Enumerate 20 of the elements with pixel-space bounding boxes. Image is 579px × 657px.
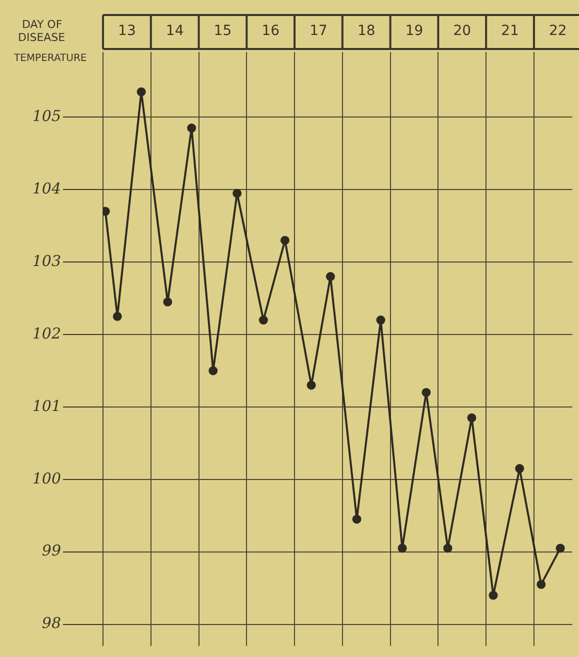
x-tick-label: 13 xyxy=(118,23,136,40)
y-axis-title: TEMPERATURE xyxy=(13,53,87,64)
y-tick-label: 104 xyxy=(32,180,61,198)
x-tick-label: 21 xyxy=(501,23,519,40)
y-tick-label: 102 xyxy=(32,324,61,342)
x-tick-label: 20 xyxy=(453,23,472,40)
y-tick-label: 98 xyxy=(42,614,61,632)
y-tick-label: 100 xyxy=(32,469,62,488)
y-tick-label: 105 xyxy=(32,107,61,126)
x-tick-label: 22 xyxy=(548,23,567,40)
x-tick-label: 14 xyxy=(166,23,184,40)
y-tick-label: 103 xyxy=(32,252,61,270)
x-tick-label: 16 xyxy=(262,23,280,40)
y-tick-label: 101 xyxy=(32,396,61,415)
x-tick-label: 15 xyxy=(214,23,232,40)
x-tick-label: 19 xyxy=(405,23,424,40)
x-tick-label: 17 xyxy=(310,23,328,40)
x-axis-title: DAY OF DISEASE xyxy=(18,18,66,44)
x-tick-label: 18 xyxy=(357,23,376,40)
y-tick-label: 99 xyxy=(42,542,62,560)
